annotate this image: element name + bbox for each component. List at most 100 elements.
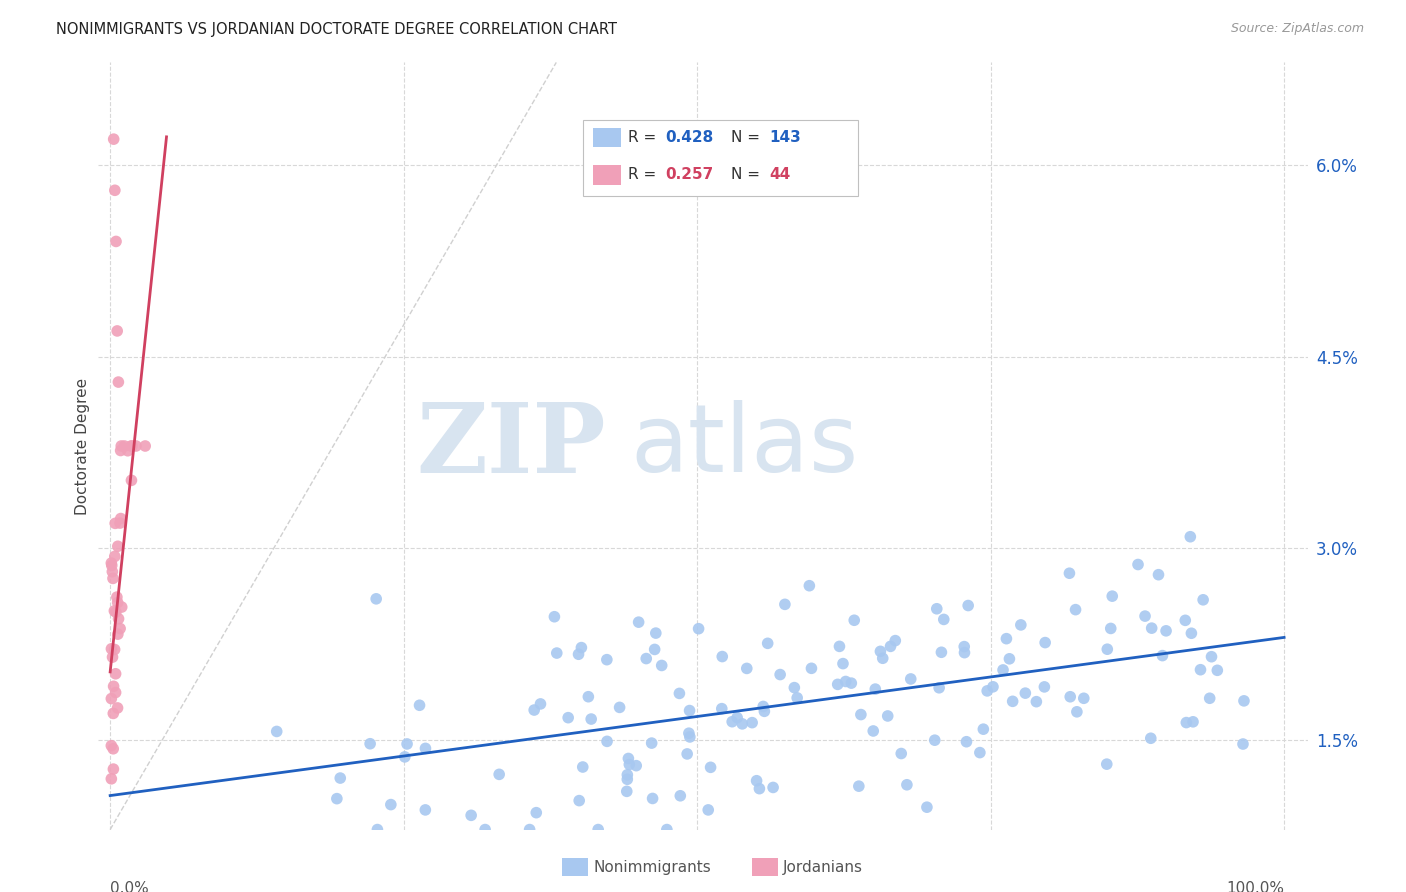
Text: 143: 143: [769, 130, 801, 145]
Point: [839, 676, 862, 690]
Point: [832, 657, 855, 671]
Point: [957, 599, 980, 613]
Point: [125, 439, 148, 453]
Point: [112, 439, 135, 453]
Point: [890, 747, 912, 761]
Point: [101, 650, 124, 665]
Point: [107, 627, 129, 641]
Point: [745, 773, 768, 788]
Text: N =: N =: [731, 130, 765, 145]
Y-axis label: Doctorate Degree: Doctorate Degree: [75, 377, 90, 515]
Point: [928, 681, 950, 695]
Point: [103, 132, 125, 146]
Point: [848, 779, 870, 793]
Point: [586, 822, 609, 837]
Point: [110, 511, 132, 525]
Point: [884, 633, 907, 648]
Point: [100, 558, 122, 573]
Point: [1139, 731, 1161, 746]
Point: [1180, 626, 1202, 640]
Point: [1010, 618, 1032, 632]
Point: [641, 791, 664, 805]
Point: [849, 707, 872, 722]
Point: [991, 663, 1014, 677]
Point: [415, 803, 437, 817]
Text: 0.257: 0.257: [665, 168, 713, 182]
Point: [107, 612, 129, 626]
Point: [678, 726, 700, 740]
Point: [651, 658, 673, 673]
Point: [1174, 613, 1197, 627]
Point: [844, 613, 866, 627]
Point: [1198, 691, 1220, 706]
Point: [366, 822, 388, 837]
Point: [101, 571, 124, 585]
Point: [546, 646, 568, 660]
Point: [697, 803, 720, 817]
Point: [366, 591, 388, 606]
Point: [543, 609, 565, 624]
Point: [1154, 624, 1177, 638]
Point: [1095, 757, 1118, 772]
Text: 0.428: 0.428: [665, 130, 713, 145]
Point: [460, 808, 482, 822]
Text: 44: 44: [769, 168, 790, 182]
Point: [731, 717, 754, 731]
Point: [571, 640, 593, 655]
Point: [568, 794, 591, 808]
Point: [107, 595, 129, 609]
Point: [1059, 566, 1081, 581]
Point: [596, 653, 619, 667]
Point: [619, 757, 641, 772]
Point: [953, 646, 976, 660]
Point: [1206, 663, 1229, 677]
Point: [1175, 715, 1198, 730]
Point: [644, 626, 666, 640]
Point: [925, 601, 948, 615]
Point: [1101, 589, 1123, 603]
Point: [104, 549, 127, 564]
Point: [1001, 694, 1024, 708]
Point: [1033, 635, 1056, 649]
Text: ZIP: ZIP: [416, 399, 606, 493]
Point: [676, 747, 699, 761]
Point: [640, 736, 662, 750]
Point: [616, 772, 638, 787]
Point: [100, 739, 122, 753]
Point: [769, 667, 792, 681]
Point: [896, 778, 918, 792]
Point: [1201, 649, 1223, 664]
Point: [953, 640, 976, 654]
Point: [104, 642, 127, 657]
Point: [869, 644, 891, 658]
Text: NONIMMIGRANTS VS JORDANIAN DOCTORATE DEGREE CORRELATION CHART: NONIMMIGRANTS VS JORDANIAN DOCTORATE DEG…: [56, 22, 617, 37]
Point: [329, 771, 352, 785]
Point: [519, 822, 541, 837]
Point: [1133, 609, 1156, 624]
Text: Nonimmigrants: Nonimmigrants: [593, 860, 711, 874]
Point: [107, 539, 129, 553]
Point: [104, 183, 127, 197]
Point: [616, 768, 638, 782]
Point: [981, 680, 1004, 694]
Point: [627, 615, 650, 629]
Text: N =: N =: [731, 168, 765, 182]
Point: [120, 439, 142, 453]
Point: [104, 685, 127, 699]
Point: [800, 661, 823, 675]
Point: [576, 690, 599, 704]
Point: [1152, 648, 1174, 663]
Point: [103, 762, 125, 776]
Point: [915, 800, 938, 814]
Point: [1140, 621, 1163, 635]
Point: [105, 235, 128, 249]
Text: 0.0%: 0.0%: [110, 880, 149, 892]
Point: [105, 324, 128, 338]
Point: [596, 734, 619, 748]
Point: [1147, 567, 1170, 582]
Point: [326, 791, 349, 805]
Point: [1014, 686, 1036, 700]
Point: [783, 681, 806, 695]
Point: [100, 691, 122, 706]
Point: [924, 733, 946, 747]
